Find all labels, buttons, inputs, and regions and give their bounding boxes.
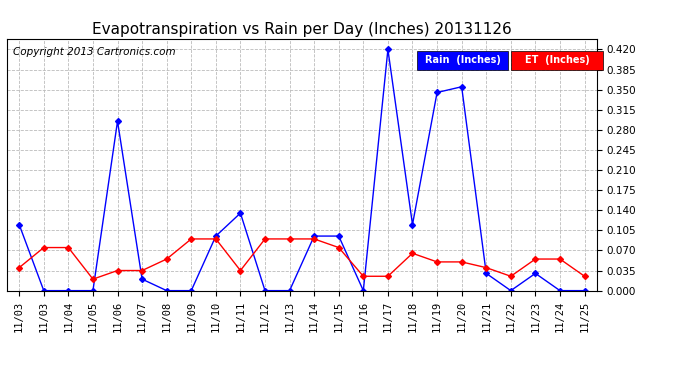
FancyBboxPatch shape <box>511 51 603 69</box>
Title: Evapotranspiration vs Rain per Day (Inches) 20131126: Evapotranspiration vs Rain per Day (Inch… <box>92 22 512 37</box>
Text: Copyright 2013 Cartronics.com: Copyright 2013 Cartronics.com <box>13 47 175 57</box>
Text: Rain  (Inches): Rain (Inches) <box>425 55 500 65</box>
Text: ET  (Inches): ET (Inches) <box>524 55 589 65</box>
FancyBboxPatch shape <box>417 51 509 69</box>
